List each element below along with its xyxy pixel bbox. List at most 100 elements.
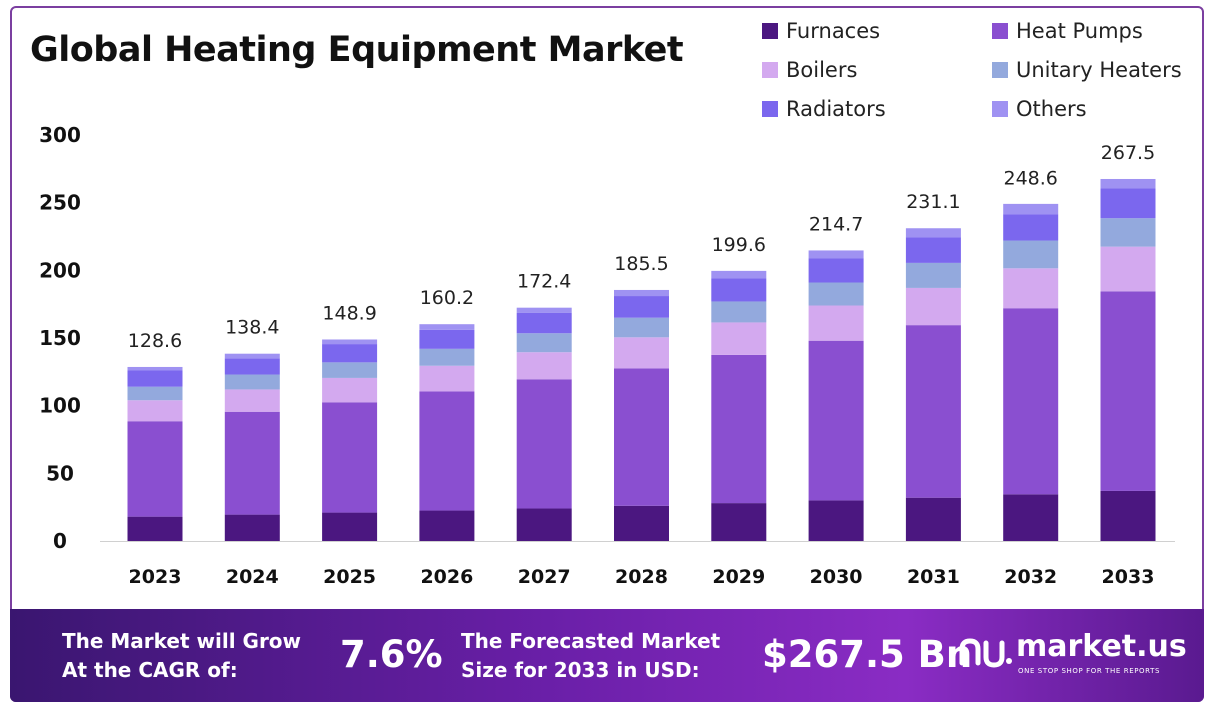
bar-segment-heat-pumps	[224, 411, 280, 515]
x-tick-label: 2032	[1004, 566, 1057, 588]
data-label-total: 148.9	[322, 302, 376, 324]
bar-segment-others	[905, 228, 961, 238]
bar-segment-furnaces	[322, 512, 378, 541]
bar-segment-radiators	[905, 237, 961, 263]
legend-label: Others	[1016, 96, 1087, 121]
chart-title: Global Heating Equipment Market	[30, 30, 684, 70]
legend-label: Furnaces	[786, 18, 881, 43]
bar-segment-radiators	[419, 329, 475, 349]
x-tick-label: 2024	[226, 566, 279, 588]
bar-segment-heat-pumps	[516, 379, 572, 509]
bar-segment-furnaces	[808, 500, 864, 541]
bar-segment-boilers	[127, 400, 183, 422]
bar-segment-unitary-heaters	[1003, 240, 1059, 269]
bar-segment-furnaces	[516, 508, 572, 541]
bar-segment-unitary-heaters	[516, 333, 572, 353]
bar-segment-others	[614, 289, 669, 297]
brand-name: market.us	[1016, 629, 1187, 664]
data-label-total: 231.1	[906, 191, 960, 213]
bar-segment-furnaces	[127, 516, 183, 541]
y-tick-label: 0	[53, 529, 67, 553]
legend-item-unitary-heaters: Unitary Heaters	[992, 55, 1202, 84]
data-label-total: 128.6	[128, 330, 182, 352]
bar-segment-radiators	[711, 278, 767, 302]
bar-segment-others	[419, 324, 475, 330]
data-label-total: 185.5	[614, 253, 668, 275]
legend-label: Heat Pumps	[1016, 18, 1143, 43]
legend-swatch	[992, 100, 1008, 117]
summary-banner: The Market will Grow At the CAGR of: 7.6%…	[10, 609, 1204, 702]
bar-segment-heat-pumps	[127, 421, 183, 517]
legend-label: Radiators	[786, 96, 886, 121]
data-label-total: 172.4	[517, 271, 571, 293]
bar-segment-others	[1003, 203, 1059, 215]
bar-segment-radiators	[1003, 214, 1059, 241]
forecast-value: $267.5 Bn	[762, 633, 973, 676]
y-tick-label: 150	[39, 326, 81, 350]
y-tick-label: 50	[46, 461, 74, 485]
bar-segment-boilers	[224, 389, 280, 412]
x-tick-label: 2028	[615, 566, 668, 588]
legend-swatch	[762, 61, 778, 78]
legend-swatch	[992, 22, 1008, 39]
bar-segment-heat-pumps	[905, 325, 961, 498]
legend-label: Unitary Heaters	[1016, 57, 1182, 82]
bar-segment-boilers	[614, 337, 669, 369]
bar-segment-unitary-heaters	[905, 262, 961, 288]
bar-segment-heat-pumps	[614, 368, 669, 506]
cagr-text-line1: The Market will Grow	[62, 629, 302, 653]
bar-segment-unitary-heaters	[419, 348, 475, 366]
bar-segment-others	[1100, 178, 1156, 189]
bar-segment-unitary-heaters	[614, 317, 669, 338]
bar-segment-others	[516, 307, 572, 313]
bar-segment-boilers	[905, 287, 961, 326]
brand-tagline: ONE STOP SHOP FOR THE REPORTS	[1018, 667, 1161, 675]
bar-segment-heat-pumps	[808, 340, 864, 501]
bar-segment-boilers	[419, 365, 475, 392]
forecast-text-line2: Size for 2033 in USD:	[461, 658, 700, 682]
bar-segment-furnaces	[1100, 490, 1156, 541]
data-label-total: 160.2	[420, 287, 474, 309]
x-tick-label: 2026	[420, 566, 473, 588]
legend-swatch	[992, 61, 1008, 78]
data-label-total: 214.7	[809, 213, 863, 235]
bar-segment-heat-pumps	[419, 391, 475, 511]
legend-label: Boilers	[786, 57, 858, 82]
bar-segment-boilers	[711, 322, 767, 355]
x-tick-label: 2025	[323, 566, 376, 588]
x-tick-label: 2033	[1102, 566, 1155, 588]
bar-segment-heat-pumps	[322, 402, 378, 513]
bar-segment-others	[127, 366, 183, 371]
x-tick-label: 2029	[712, 566, 765, 588]
bar-segment-boilers	[516, 352, 572, 380]
market-us-logo-icon	[959, 638, 1012, 668]
legend-swatch	[762, 22, 778, 39]
bar-segment-radiators	[808, 258, 864, 283]
x-tick-label: 2031	[907, 566, 960, 588]
bar-segment-radiators	[614, 296, 669, 318]
legend-item-radiators: Radiators	[762, 94, 992, 123]
bar-segment-heat-pumps	[711, 354, 767, 504]
legend-item-others: Others	[992, 94, 1202, 123]
x-tick-label: 2030	[810, 566, 863, 588]
y-tick-label: 100	[39, 394, 81, 418]
legend-item-heat-pumps: Heat Pumps	[992, 16, 1202, 45]
bar-segment-radiators	[1100, 188, 1156, 219]
bar-segment-others	[224, 353, 280, 359]
bar-segment-boilers	[1003, 268, 1059, 309]
cagr-text: The Market will Grow At the CAGR of:	[62, 627, 301, 685]
bar-segment-boilers	[1100, 246, 1156, 292]
legend-item-boilers: Boilers	[762, 55, 992, 84]
cagr-value: 7.6%	[340, 633, 443, 676]
bar-segment-others	[322, 339, 378, 345]
bar-segment-radiators	[516, 312, 572, 334]
bar-segment-boilers	[808, 305, 864, 341]
stacked-bar-chart: 0 50 100 150 200 250 300 128.6 2023 138.4 2024 148.…	[39, 123, 1175, 588]
bar-segment-furnaces	[614, 505, 669, 541]
y-tick-label: 300	[39, 123, 81, 147]
bar-segment-furnaces	[711, 503, 767, 541]
bar-segment-unitary-heaters	[224, 374, 280, 390]
y-tick-label: 250	[39, 191, 81, 215]
bar-segment-others	[711, 270, 767, 279]
forecast-text-line1: The Forecasted Market	[461, 629, 721, 653]
